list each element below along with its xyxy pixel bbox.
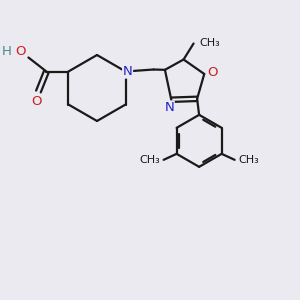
Text: O: O [31,95,42,108]
Text: CH₃: CH₃ [238,155,259,165]
Text: O: O [207,67,217,80]
Text: N: N [123,65,133,78]
Text: O: O [15,45,26,58]
Text: CH₃: CH₃ [139,155,160,165]
Text: N: N [164,101,174,114]
Text: CH₃: CH₃ [199,38,220,47]
Text: H: H [2,45,11,58]
